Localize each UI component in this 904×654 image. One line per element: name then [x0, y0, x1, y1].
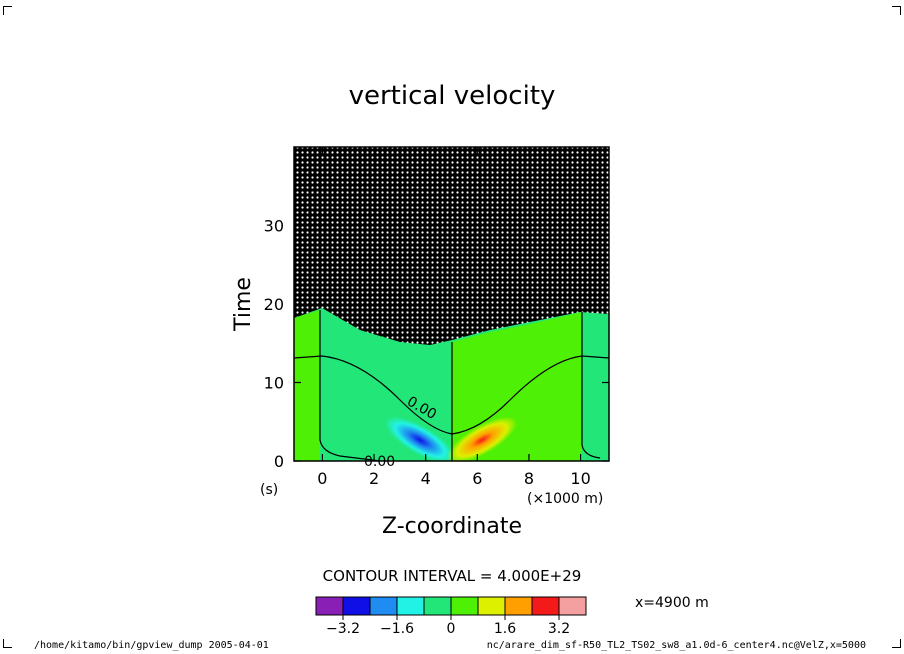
colorbar-swatch-7 [504, 596, 533, 616]
footer-right: nc/arare_dim_sf-R50_TL2_TS02_sw8_a1.0d-6… [486, 640, 866, 651]
x-tick-label-1: 2 [369, 469, 379, 488]
axes-ticks: 0 2 4 6 8 10 0 10 20 30 [264, 147, 609, 488]
crop-mark-top-left [3, 6, 12, 15]
colorbar-swatch-8 [531, 596, 560, 616]
colorbar-swatch-0 [315, 596, 344, 616]
crop-mark-bottom-right [892, 639, 901, 648]
slice-note: x=4900 m [635, 595, 709, 611]
colorbar-tick-label-3: 1.6 [494, 621, 516, 637]
y-axis-label: Time [231, 277, 256, 332]
contour-interval: CONTOUR INTERVAL = 4.000E+29 [323, 567, 582, 585]
colorbar-swatch-6 [477, 596, 506, 616]
footer-left: /home/kitamo/bin/gpview_dump 2005-04-01 [34, 640, 269, 651]
contour-label-lower: 0.00 [364, 454, 395, 470]
colorbar-swatch-3 [396, 596, 425, 616]
colorbar-tick-label-2: 0 [447, 621, 456, 637]
x-axis-label: Z-coordinate [382, 514, 522, 539]
chart-title: vertical velocity [349, 81, 556, 111]
contour-line-left [319, 310, 381, 461]
crop-mark-top-right [892, 6, 901, 15]
colorbar-tick-label-4: 3.2 [548, 621, 570, 637]
colorbar-tick-label-1: −1.6 [380, 621, 414, 637]
x-tick-label-0: 0 [317, 469, 327, 488]
colorbar-swatch-9 [558, 596, 587, 616]
x-unit-note: (×1000 m) [527, 491, 603, 507]
y-tick-label-3: 30 [264, 217, 284, 236]
x-tick-label-3: 6 [472, 469, 482, 488]
colorbar-swatch-2 [369, 596, 398, 616]
y-tick-label-0: 0 [274, 452, 284, 471]
y-tick-label-1: 10 [264, 374, 284, 393]
x-tick-label-2: 4 [421, 469, 431, 488]
negative-velocity-lobe [384, 416, 456, 461]
plot-area [294, 147, 609, 461]
green-field-bright-left [294, 310, 320, 461]
x-tick-label-4: 8 [524, 469, 534, 488]
colorbar-swatch-5 [450, 596, 479, 616]
colorbar-swatch-1 [342, 596, 371, 616]
positive-velocity-lobe [446, 416, 518, 461]
colorbar-tick-label-0: −3.2 [326, 621, 360, 637]
colorbar: −3.2 −1.6 0 1.6 3.2 [315, 596, 587, 637]
crop-mark-bottom-left [3, 639, 12, 648]
y-tick-label-2: 20 [264, 295, 284, 314]
contour-line-right [581, 312, 601, 459]
y-unit-note: (s) [260, 482, 278, 498]
colorbar-swatch-4 [423, 596, 452, 616]
x-tick-label-5: 10 [570, 469, 590, 488]
